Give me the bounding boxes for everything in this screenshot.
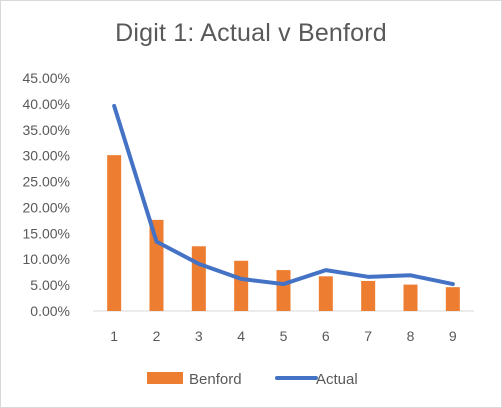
x-tick-label: 6 [322, 328, 330, 344]
bar-benford [149, 219, 164, 311]
point-actual [113, 105, 115, 107]
legend-label-benford: Benford [189, 371, 242, 388]
y-tick-label: 40.00% [23, 96, 70, 112]
x-tick-label: 3 [195, 328, 203, 344]
bar-benford [403, 284, 418, 311]
bar-benford [361, 280, 376, 311]
line-actual [112, 103, 455, 287]
point-actual [367, 276, 369, 278]
bar-benford [445, 287, 460, 311]
point-actual [410, 274, 411, 276]
point-actual [452, 283, 454, 285]
y-tick-label: 5.00% [30, 277, 70, 293]
y-tick-label: 0.00% [30, 303, 70, 319]
x-tick-label: 7 [364, 328, 372, 344]
x-tick-label: 9 [449, 328, 457, 344]
bar-benford [318, 276, 333, 311]
bar-benford [107, 155, 122, 311]
point-actual [240, 278, 242, 280]
x-tick-label: 2 [153, 328, 161, 344]
y-tick-label: 45.00% [23, 70, 70, 86]
y-tick-label: 10.00% [23, 251, 70, 267]
point-actual [325, 269, 327, 271]
y-tick-label: 15.00% [23, 225, 70, 241]
legend-swatch-benford [147, 372, 183, 384]
x-tick-label: 5 [280, 328, 288, 344]
y-tick-label: 30.00% [23, 148, 70, 164]
bar-benford [191, 246, 206, 311]
legend-label-actual: Actual [316, 371, 358, 388]
x-tick-label: 8 [407, 328, 415, 344]
point-actual [198, 263, 200, 265]
x-tick-label: 1 [110, 328, 118, 344]
y-tick-label: 25.00% [23, 174, 70, 190]
y-tick-label: 20.00% [23, 199, 70, 215]
chart-title: Digit 1: Actual v Benford [115, 19, 387, 47]
y-tick-label: 35.00% [23, 122, 70, 138]
point-actual [283, 283, 284, 285]
x-tick-label: 4 [237, 328, 245, 344]
bar-benford [276, 270, 291, 311]
bar-benford [234, 260, 249, 311]
point-actual [156, 241, 157, 243]
